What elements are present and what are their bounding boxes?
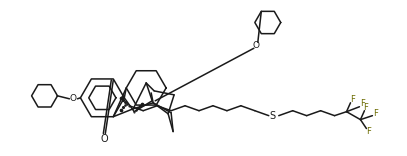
Text: F: F <box>360 99 365 108</box>
Text: F: F <box>363 103 368 112</box>
Text: F: F <box>373 109 378 118</box>
Text: S: S <box>270 111 276 121</box>
Text: O: O <box>70 94 77 103</box>
Text: F: F <box>366 127 371 136</box>
Text: F: F <box>350 95 355 104</box>
Text: O: O <box>252 41 259 50</box>
Text: O: O <box>101 134 108 144</box>
